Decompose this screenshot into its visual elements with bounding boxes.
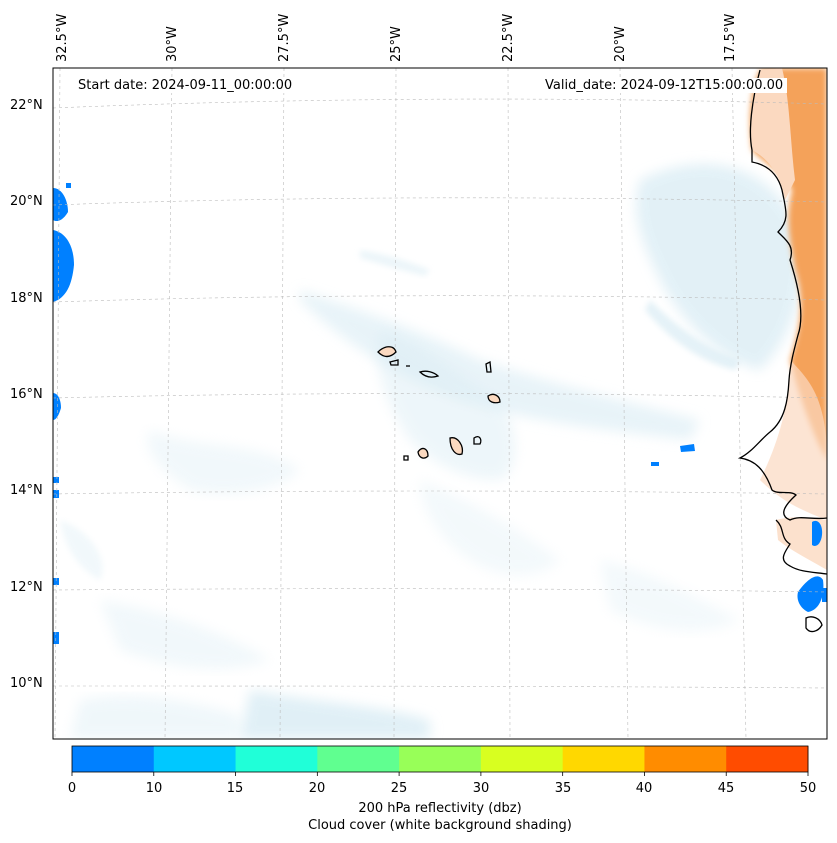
land-shading (378, 68, 827, 570)
colorbar-swatch (235, 746, 318, 772)
lat-tick-label: 16°N (10, 387, 43, 402)
lon-tick-label: 22.5°W (501, 13, 516, 62)
graticule (53, 68, 827, 739)
lon-tick-label: 30°W (165, 26, 180, 62)
lat-tick-label: 20°N (10, 194, 43, 209)
colorbar-swatch (480, 746, 564, 772)
colorbar-tick-label: 15 (226, 781, 244, 796)
colorbar-tick-label: 25 (390, 781, 408, 796)
map-frame (52, 67, 828, 740)
lon-tick-label: 32.5°W (55, 13, 70, 62)
colorbar-swatch (317, 746, 400, 772)
lon-tick-label: 20°W (613, 26, 628, 62)
reflectivity-patches (53, 183, 827, 644)
lon-tick-label: 27.5°W (277, 13, 292, 62)
lat-tick-label: 12°N (10, 580, 43, 595)
colorbar-tick-label: 45 (717, 781, 735, 796)
cloud-cover-shading (60, 164, 803, 739)
coastline (377, 69, 827, 633)
colorbar-swatch (726, 746, 809, 772)
colorbar-subtitle: Cloud cover (white background shading) (308, 818, 572, 833)
colorbar-tick-label: 0 (67, 781, 77, 796)
colorbar-tick-label: 40 (635, 781, 653, 796)
colorbar (71, 745, 809, 776)
colorbar-tick-label: 10 (145, 781, 163, 796)
start-date-label: Start date: 2024-09-11_00:00:00 (74, 78, 297, 93)
colorbar-frame (71, 745, 809, 773)
lat-tick-label: 22°N (10, 98, 43, 113)
lon-tick-label: 25°W (389, 26, 404, 62)
colorbar-tick-label: 20 (308, 781, 326, 796)
lon-tick-label: 17.5°W (723, 13, 738, 62)
colorbar-swatch (153, 746, 237, 772)
lat-tick-label: 18°N (10, 291, 43, 306)
colorbar-swatch (399, 746, 482, 772)
lat-tick-label: 14°N (10, 483, 43, 498)
valid-date-label: Valid_date: 2024-09-12T15:00:00.00 (541, 78, 788, 93)
colorbar-title: 200 hPa reflectivity (dbz) (358, 801, 522, 816)
colorbar-swatch (72, 746, 155, 772)
colorbar-tick-label: 35 (554, 781, 572, 796)
colorbar-swatch (562, 746, 645, 772)
colorbar-tick-label: 30 (472, 781, 490, 796)
colorbar-swatch (644, 746, 727, 772)
colorbar-tick-label: 50 (799, 781, 817, 796)
lat-tick-label: 10°N (10, 676, 43, 691)
